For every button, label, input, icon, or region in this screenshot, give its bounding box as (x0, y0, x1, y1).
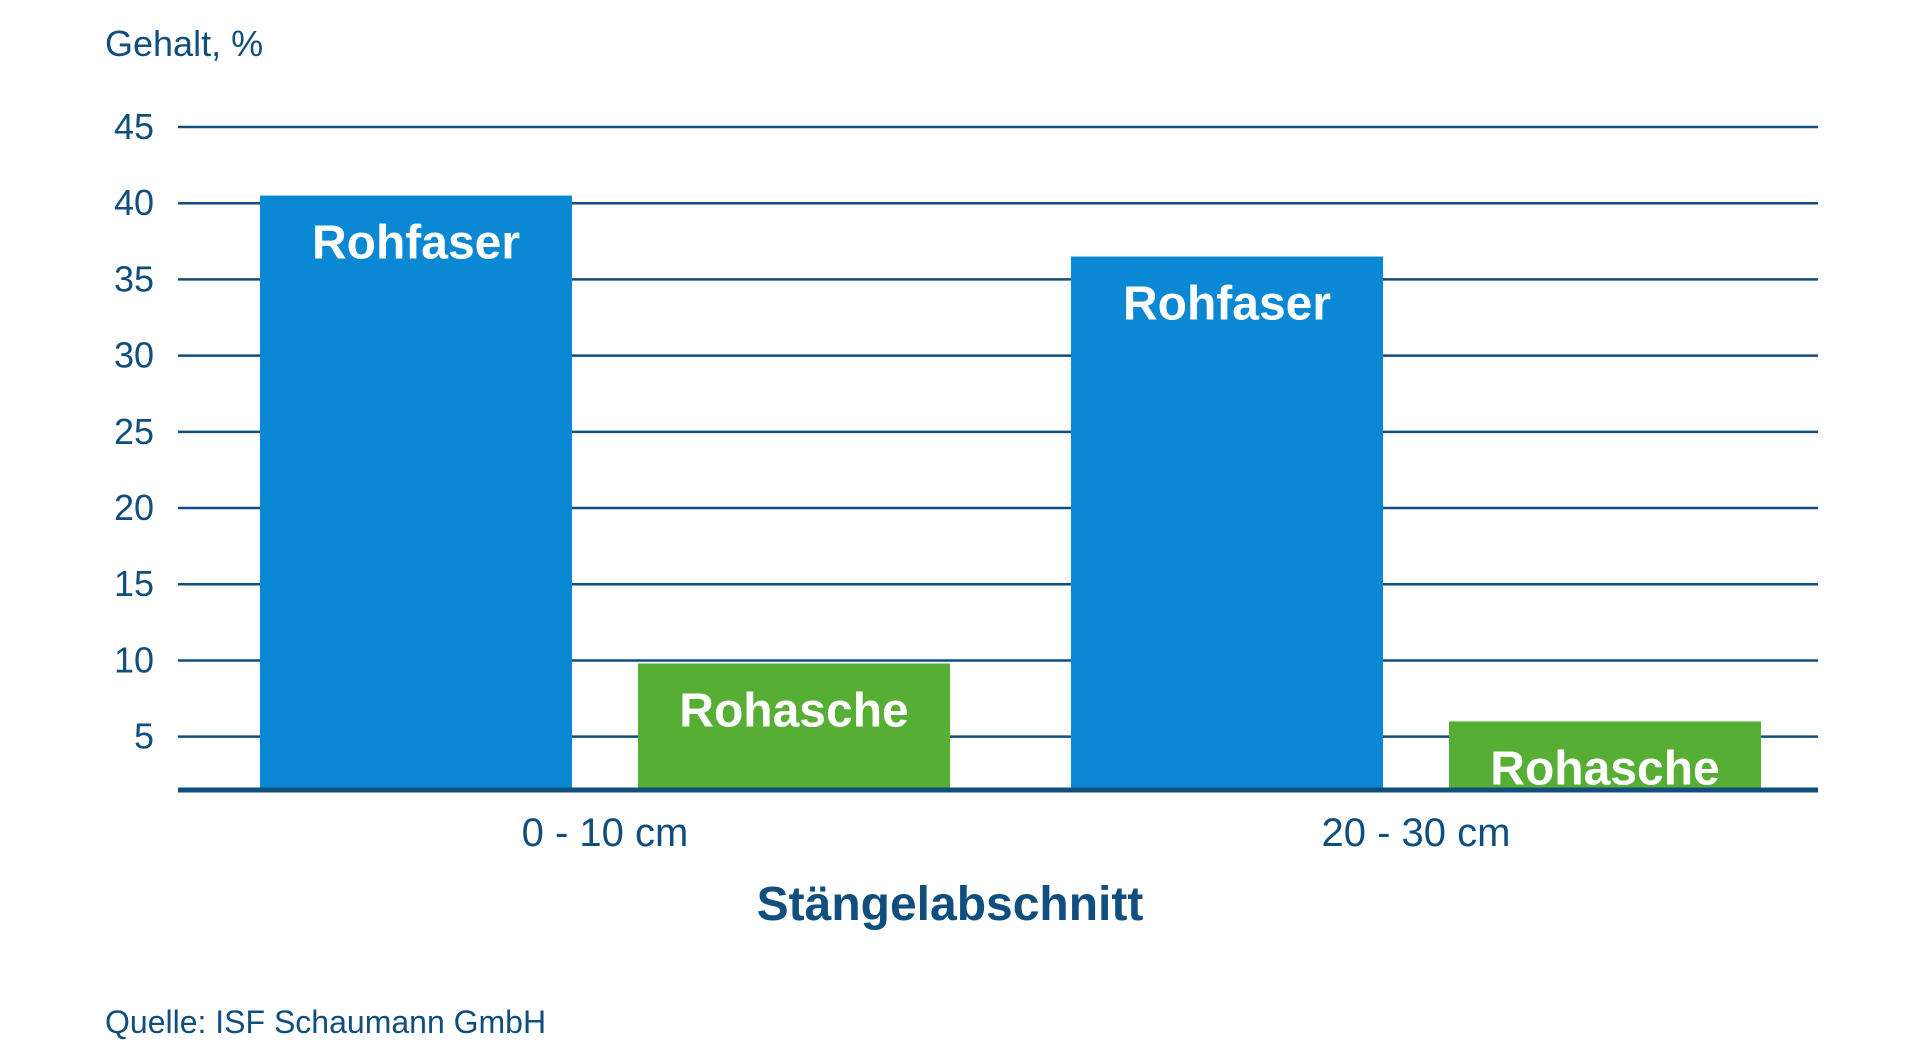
y-tick-label: 20 (114, 487, 154, 528)
source-note: Quelle: ISF Schaumann GmbH (105, 1004, 546, 1040)
y-axis-label: Gehalt, % (105, 23, 263, 64)
bars (178, 195, 1818, 793)
y-tick-label: 35 (114, 258, 154, 299)
x-tick-label: 0 - 10 cm (522, 811, 689, 855)
bar-rohfaser (1071, 256, 1383, 790)
bar-label: Rohasche (679, 684, 908, 737)
y-tick-labels: 5 10 15 20 25 30 35 40 45 (114, 106, 154, 757)
bar-rohfaser (260, 195, 572, 791)
y-tick-label: 45 (114, 106, 154, 147)
bar-label: Rohfaser (1123, 278, 1331, 331)
x-axis-label: Stängelabschnitt (757, 878, 1144, 931)
y-tick-label: 10 (114, 639, 154, 680)
y-tick-label: 5 (134, 716, 154, 757)
y-tick-label: 40 (114, 182, 154, 223)
x-tick-label: 20 - 30 cm (1322, 811, 1511, 855)
bar-labels: Rohfaser Rohasche Rohfaser Rohasche (312, 217, 1720, 796)
y-tick-label: 15 (114, 563, 154, 604)
y-tick-label: 25 (114, 411, 154, 452)
bar-label: Rohfaser (312, 217, 520, 270)
bar-rohasche (638, 663, 950, 790)
bar-label: Rohasche (1490, 742, 1719, 795)
bar-rohasche (1449, 721, 1761, 790)
x-tick-labels: 0 - 10 cm 20 - 30 cm (522, 811, 1511, 855)
y-tick-label: 30 (114, 335, 154, 376)
